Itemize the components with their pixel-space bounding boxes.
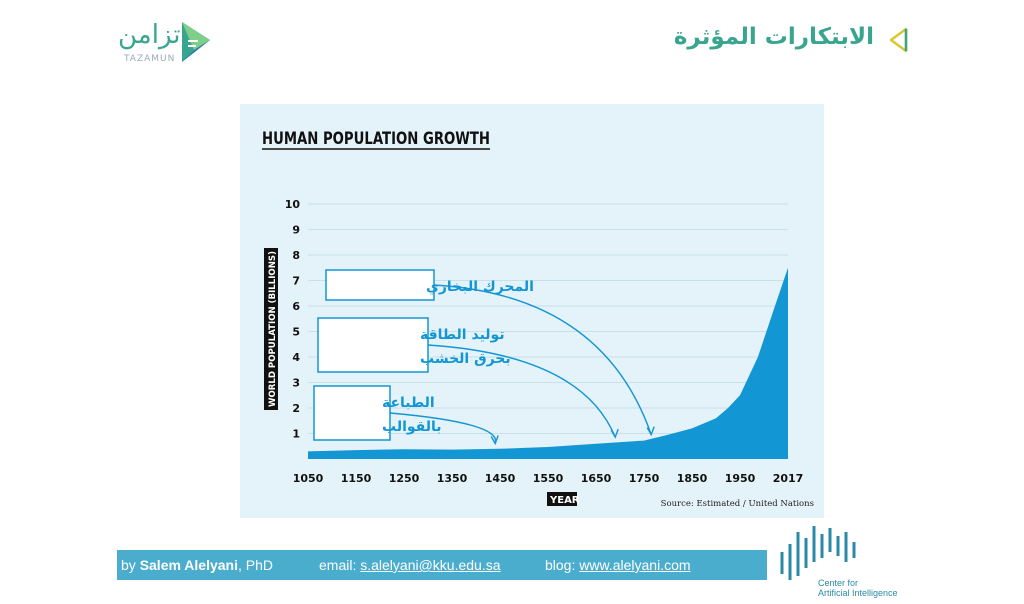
annotation-arrow: [433, 284, 652, 435]
cai-line-1: Center for: [818, 578, 859, 588]
population-area: [308, 267, 788, 459]
annotation-arrow: [427, 344, 616, 438]
source-note: Source: Estimated / United Nations: [661, 499, 814, 509]
y-tick-label: 2: [292, 402, 300, 415]
arrow-head-icon: [610, 428, 619, 439]
y-tick-labels: 1 2 3 4 5 6 7 8 9 10: [285, 198, 301, 441]
y-tick-label: 1: [292, 428, 300, 441]
cai-line-2: Artificial Intelligence: [818, 588, 898, 598]
population-chart: HUMAN POPULATION GROWTH 1 2 3 4 5 6 7 8 9 10 1050…: [262, 129, 814, 509]
annotation-label: توليد الطاقة: [420, 327, 505, 343]
y-tick-label: 10: [285, 198, 301, 211]
triangle-left-icon: [889, 27, 908, 53]
slide-title: الابتكارات المؤثرة: [673, 24, 874, 50]
x-tick-label: 1250: [389, 472, 420, 485]
annotation-box: [325, 269, 435, 301]
play-logo-icon: [182, 22, 210, 62]
cai-bars-icon: [780, 526, 856, 580]
y-tick-label: 7: [292, 275, 300, 288]
chart-panel: HUMAN POPULATION GROWTH 1 2 3 4 5 6 7 8 9 10 1050…: [240, 104, 824, 518]
x-tick-label: 2017: [773, 472, 804, 485]
y-tick-label: 6: [292, 300, 300, 313]
y-tick-label: 8: [292, 249, 300, 262]
annotation-arrow: [389, 412, 497, 444]
footer-bar: by Salem Alelyani, PhD email: s.alelyani…: [117, 550, 767, 580]
annotation: الطباعة بالقوالب: [313, 385, 499, 446]
arrow-head-icon: [490, 435, 499, 446]
annotation-label: بحرق الخشب: [420, 351, 511, 367]
author-name: Salem Alelyani: [139, 557, 238, 573]
tazamun-logo: تزامن TAZAMUN: [118, 18, 228, 68]
email-link[interactable]: s.alelyani@kku.edu.sa: [360, 557, 501, 573]
x-axis-title: YEAR: [549, 495, 580, 506]
annotation-box: [313, 385, 391, 441]
y-tick-label: 5: [292, 326, 300, 339]
logo-text: تزامن: [118, 20, 181, 50]
chart-title: HUMAN POPULATION GROWTH: [262, 129, 490, 149]
annotations: المحرك البخاري توليد الطاقة بحرق الخشب الطب…: [313, 269, 655, 446]
annotation-label: المحرك البخاري: [426, 279, 534, 296]
logo-subtitle: TAZAMUN: [124, 54, 176, 64]
x-tick-label: 1050: [293, 472, 324, 485]
x-tick-label: 1450: [485, 472, 516, 485]
x-tick-label: 1650: [581, 472, 612, 485]
x-tick-labels: 1050 1150 1250 1350 1450 1550 1650 1750 1850 1950…: [293, 472, 804, 485]
arrow-head-icon: [646, 426, 655, 437]
y-tick-label: 4: [292, 351, 300, 364]
cai-logo: Center for Artificial Intelligence: [778, 522, 918, 602]
x-tick-label: 1750: [629, 472, 660, 485]
y-tick-label: 9: [292, 224, 300, 237]
cai-text: Center for Artificial Intelligence: [818, 578, 898, 598]
x-tick-label: 1950: [725, 472, 756, 485]
annotation-label: بالقوالب: [382, 419, 442, 435]
annotation: توليد الطاقة بحرق الخشب: [317, 317, 619, 439]
x-tick-label: 1350: [437, 472, 468, 485]
blog-link[interactable]: www.alelyani.com: [579, 557, 691, 573]
x-tick-label: 1150: [341, 472, 372, 485]
email-credit: email: s.alelyani@kku.edu.sa: [319, 557, 501, 573]
annotation: المحرك البخاري: [325, 269, 655, 437]
y-axis-label: WORLD POPULATION (BILLIONS): [264, 248, 278, 410]
blog-credit: blog: www.alelyani.com: [545, 557, 691, 573]
y-axis-title: WORLD POPULATION (BILLIONS): [268, 251, 278, 407]
x-tick-label: 1850: [677, 472, 708, 485]
annotation-label: الطباعة: [382, 395, 435, 411]
x-axis-label: YEAR: [547, 492, 580, 506]
author-credit: by Salem Alelyani, PhD: [121, 557, 274, 573]
annotation-box: [317, 317, 429, 373]
x-tick-label: 1550: [533, 472, 564, 485]
y-tick-label: 3: [292, 377, 300, 390]
